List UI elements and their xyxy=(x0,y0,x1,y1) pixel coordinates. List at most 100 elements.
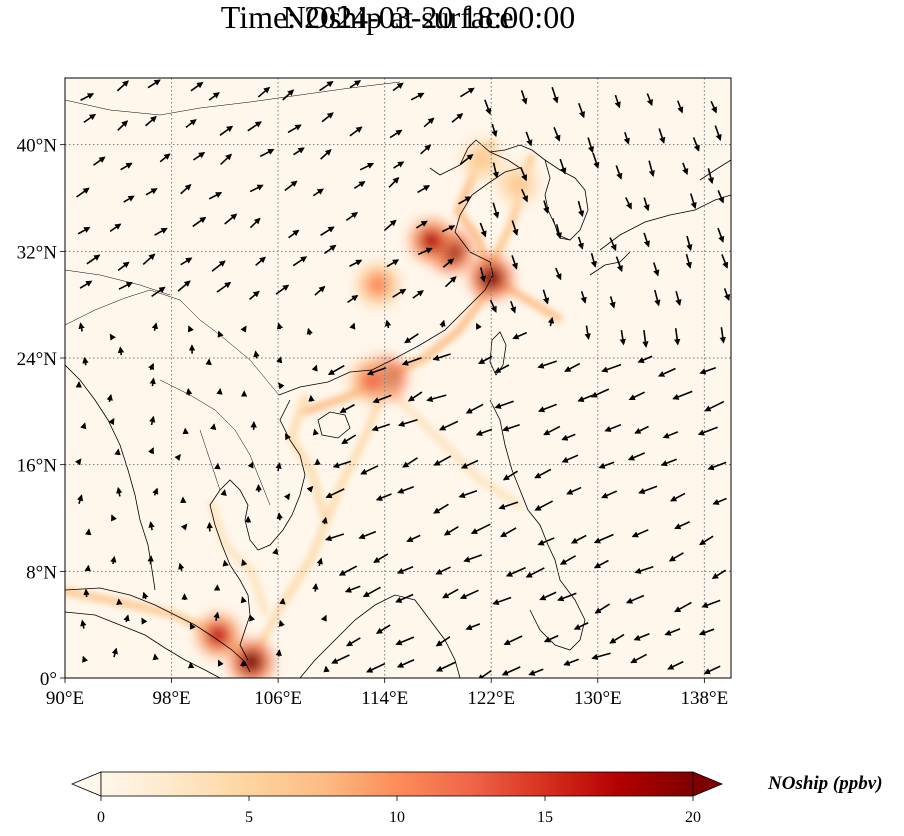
wind-arrow xyxy=(259,148,275,158)
colorbar-extend-low xyxy=(70,771,102,797)
wind-arrow xyxy=(192,216,207,228)
wind-arrow xyxy=(282,89,295,101)
lon-tick-label: 138°E xyxy=(681,688,729,709)
wind-arrow xyxy=(625,197,632,210)
ship-track-gulf-of-tonkin xyxy=(286,393,330,523)
wind-arrow xyxy=(371,423,391,432)
wind-arrow xyxy=(537,360,558,369)
wind-arrow xyxy=(627,452,646,461)
wind-arrow xyxy=(404,333,419,344)
wind-arrow xyxy=(320,149,332,160)
map-area[interactable] xyxy=(65,78,731,684)
wind-arrow xyxy=(272,547,279,555)
wind-arrow xyxy=(392,288,407,298)
wind-arrow xyxy=(547,316,555,327)
wind-arrow xyxy=(566,486,582,495)
wind-arrow xyxy=(433,503,449,514)
longitude-ticks: 90°E 98°E 106°E 114°E 122°E 130°E 138°E xyxy=(46,678,728,709)
wind-arrow xyxy=(704,400,725,412)
wind-arrow xyxy=(703,665,721,675)
wind-arrow xyxy=(345,212,359,222)
wind-arrow xyxy=(580,291,587,304)
wind-arrow xyxy=(117,346,125,356)
wind-arrow xyxy=(366,367,387,376)
wind-arrow xyxy=(577,200,585,218)
wind-arrow xyxy=(475,428,493,436)
wind-arrow xyxy=(178,562,185,572)
wind-arrow xyxy=(80,93,95,101)
wind-arrow xyxy=(633,633,650,641)
myanmar-coastline xyxy=(65,364,156,591)
colorbar-body xyxy=(100,771,694,797)
wind-arrow xyxy=(698,628,715,636)
wind-arrow xyxy=(510,300,517,314)
wind-arrow xyxy=(190,81,204,92)
wind-arrow xyxy=(519,166,528,182)
wind-arrow xyxy=(327,364,345,376)
wind-arrow xyxy=(346,637,361,647)
wind-arrow xyxy=(109,223,122,233)
wind-arrow xyxy=(460,87,475,98)
wind-arrow xyxy=(366,662,386,673)
wind-arrow xyxy=(594,603,611,614)
wind-arrow xyxy=(275,284,290,295)
wind-arrow xyxy=(249,217,261,229)
wind-arrow xyxy=(459,153,474,166)
wind-arrow xyxy=(148,447,154,455)
wind-arrow xyxy=(609,633,625,644)
wind-arrow xyxy=(324,533,345,542)
wind-arrow xyxy=(149,377,156,387)
wind-arrow xyxy=(402,457,418,468)
wind-arrow xyxy=(240,596,247,604)
hotspot-core xyxy=(419,228,444,253)
wind-arrow xyxy=(123,614,130,623)
wind-arrow xyxy=(592,152,600,169)
wind-arrow xyxy=(174,454,181,462)
wind-arrow xyxy=(247,121,262,132)
map-title-line-2: Time: 2024-03-20 18:00:00 xyxy=(220,0,576,35)
wind-arrow xyxy=(584,325,591,341)
taiwan-coastline xyxy=(489,331,507,376)
wind-arrow xyxy=(609,237,617,252)
wind-arrow xyxy=(141,617,148,625)
wind-arrow xyxy=(331,654,350,664)
wind-arrow xyxy=(108,418,115,426)
wind-arrow xyxy=(321,516,328,525)
emission-hotspots xyxy=(196,137,540,678)
wind-arrow xyxy=(477,355,493,365)
wind-arrow xyxy=(114,448,121,456)
lon-tick-label: 106°E xyxy=(254,688,302,709)
wind-arrow xyxy=(501,666,521,676)
wind-arrow xyxy=(458,490,478,499)
wind-arrow xyxy=(555,224,562,240)
hotspot-core xyxy=(206,623,231,648)
wind-arrow xyxy=(275,649,282,657)
ship-track-singapore-south-china-sea xyxy=(247,380,390,667)
wind-arrow xyxy=(240,325,247,333)
wind-arrow xyxy=(682,162,689,176)
wind-arrow xyxy=(555,267,562,281)
wind-arrow xyxy=(631,529,649,538)
wind-arrow xyxy=(432,353,451,361)
wind-arrow xyxy=(417,185,431,194)
wind-arrow xyxy=(388,176,400,188)
wind-arrow xyxy=(543,634,559,643)
wind-arrow xyxy=(341,434,357,445)
wind-arrow xyxy=(154,227,168,236)
wind-arrow xyxy=(423,117,435,128)
wind-arrow xyxy=(591,652,611,660)
wind-arrow xyxy=(220,489,227,497)
wind-arrow xyxy=(543,200,550,214)
wind-arrow xyxy=(717,227,725,243)
wind-arrow xyxy=(570,534,587,544)
wind-arrow xyxy=(697,426,718,436)
wind-arrow xyxy=(439,319,446,328)
wind-arrow xyxy=(660,458,678,467)
wind-arrow xyxy=(707,461,727,471)
wind-arrow xyxy=(559,555,576,565)
wind-arrow xyxy=(287,124,302,134)
wind-arrow xyxy=(76,494,84,504)
wind-arrow xyxy=(520,90,528,105)
wind-arrow xyxy=(668,552,684,562)
wind-arrow xyxy=(672,390,693,400)
